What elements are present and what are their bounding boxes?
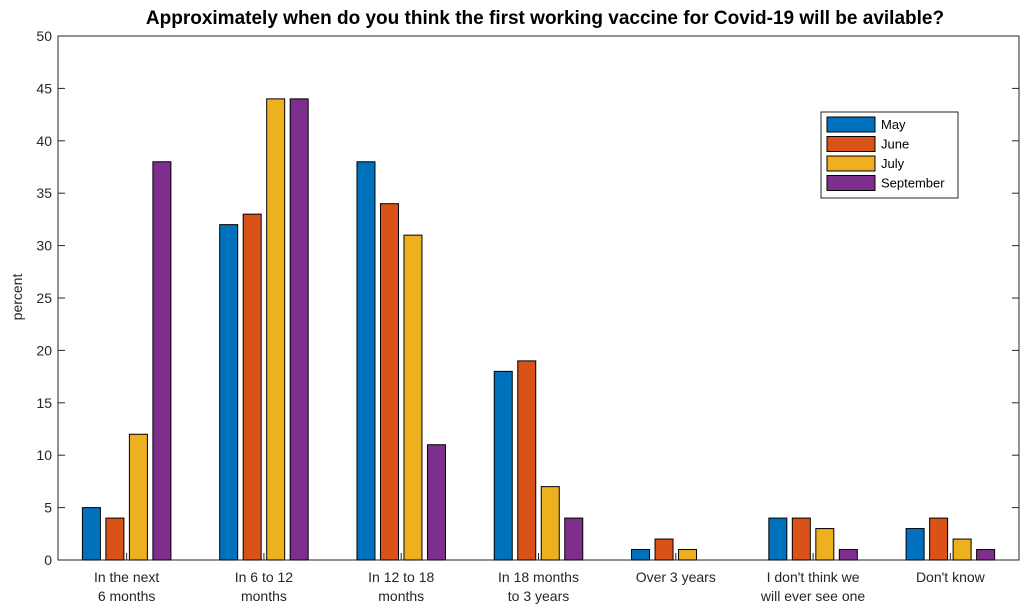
legend-label-june: June (881, 137, 909, 152)
bar-september-2 (426, 444, 446, 561)
bar-june-2 (379, 203, 399, 561)
legend-swatch-september (826, 175, 876, 191)
y-tick-label: 20 (36, 342, 52, 358)
y-tick-label: 50 (36, 28, 52, 44)
y-tick-label: 10 (36, 447, 52, 463)
bar-september-6 (976, 549, 996, 561)
x-tick-label: In 6 to 12 (235, 569, 294, 585)
x-axis-ticks: In the next 6 months In 6 to 12 months In 12… (94, 553, 986, 604)
legend-swatch-may (826, 116, 876, 133)
y-axis-ticks: 0 5 10 15 20 25 30 35 40 45 50 (36, 28, 1019, 568)
legend-label-september: September (881, 176, 945, 191)
bar-june-4 (654, 538, 674, 561)
bar-september-3 (564, 517, 584, 561)
legend: May June July September (820, 111, 959, 199)
bar-september-5 (838, 549, 858, 561)
bar-may-3 (493, 370, 513, 561)
x-tick-label: In 12 to 18 (368, 569, 434, 585)
x-tick-label: 6 months (98, 588, 156, 604)
legend-label-july: July (881, 156, 905, 171)
y-tick-label: 0 (44, 552, 52, 568)
y-tick-label: 35 (36, 185, 52, 201)
bar-july-1 (266, 98, 286, 561)
x-tick-label: Don't know (916, 569, 986, 585)
y-tick-label: 40 (36, 133, 52, 149)
bar-june-3 (517, 360, 537, 561)
bar-may-2 (356, 161, 376, 561)
y-tick-label: 5 (44, 500, 52, 516)
bar-july-0 (128, 433, 148, 561)
bar-july-4 (678, 549, 698, 561)
bar-july-2 (403, 234, 423, 561)
x-tick-label: months (378, 588, 424, 604)
bar-june-0 (105, 517, 125, 561)
y-axis-label: percent (9, 274, 25, 321)
chart-title: Approximately when do you think the firs… (146, 8, 944, 29)
bar-july-5 (815, 528, 835, 561)
bar-may-0 (81, 507, 101, 561)
bar-may-1 (219, 224, 239, 561)
y-tick-label: 25 (36, 290, 52, 306)
y-tick-label: 45 (36, 80, 52, 96)
legend-swatch-june (826, 136, 876, 152)
bar-september-1 (289, 98, 309, 561)
bar-september-0 (152, 161, 172, 561)
bar-may-6 (905, 528, 925, 561)
x-tick-label: months (241, 588, 287, 604)
x-tick-label: I don't think we (767, 569, 860, 585)
bar-june-1 (242, 213, 262, 561)
x-tick-label: Over 3 years (636, 569, 716, 585)
legend-swatch-july (826, 155, 876, 172)
x-tick-label: In 18 months (498, 569, 579, 585)
bar-june-5 (791, 517, 811, 561)
bar-june-6 (929, 517, 949, 561)
x-tick-label: In the next (94, 569, 159, 585)
legend-label-may: May (881, 117, 906, 132)
bar-may-5 (768, 517, 788, 561)
y-tick-label: 15 (36, 395, 52, 411)
bar-may-4 (631, 549, 651, 561)
bars (81, 98, 996, 561)
bar-july-6 (952, 538, 972, 561)
y-tick-label: 30 (36, 238, 52, 254)
x-tick-label: will ever see one (760, 588, 865, 604)
x-tick-label: to 3 years (508, 588, 569, 604)
bar-july-3 (540, 486, 560, 561)
